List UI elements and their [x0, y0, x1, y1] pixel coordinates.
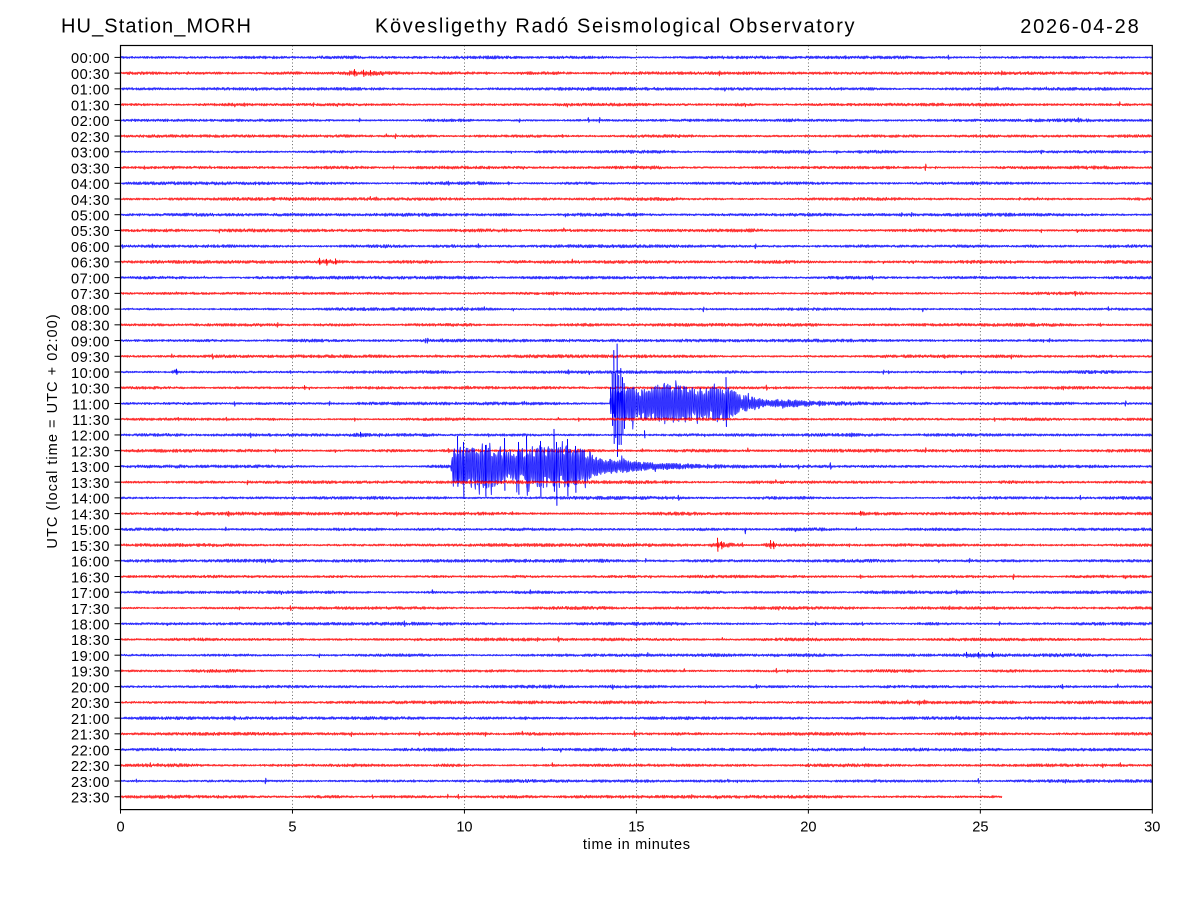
svg-text:22:00: 22:00: [71, 743, 110, 759]
svg-text:05:00: 05:00: [71, 209, 110, 225]
svg-text:2026-04-28: 2026-04-28: [1020, 16, 1140, 38]
svg-text:12:30: 12:30: [71, 444, 110, 460]
svg-text:05:30: 05:30: [71, 224, 110, 240]
svg-text:04:00: 04:00: [71, 177, 110, 193]
svg-text:UTC (local time = UTC + 02:00): UTC (local time = UTC + 02:00): [45, 313, 61, 548]
svg-text:20: 20: [800, 820, 816, 836]
svg-text:07:30: 07:30: [71, 287, 110, 303]
svg-text:30: 30: [1144, 820, 1160, 836]
svg-text:04:30: 04:30: [71, 193, 110, 209]
svg-text:20:00: 20:00: [71, 680, 110, 696]
svg-text:16:30: 16:30: [71, 570, 110, 586]
svg-text:07:00: 07:00: [71, 271, 110, 287]
svg-text:5: 5: [288, 820, 296, 836]
svg-text:23:00: 23:00: [71, 775, 110, 791]
svg-text:23:30: 23:30: [71, 791, 110, 807]
svg-text:10:30: 10:30: [71, 382, 110, 398]
svg-text:18:00: 18:00: [71, 618, 110, 634]
svg-text:14:30: 14:30: [71, 507, 110, 523]
svg-text:13:00: 13:00: [71, 460, 110, 476]
svg-text:11:30: 11:30: [72, 413, 110, 429]
svg-text:15:30: 15:30: [71, 539, 110, 555]
svg-text:01:30: 01:30: [71, 98, 110, 114]
svg-text:10: 10: [456, 820, 472, 836]
svg-text:06:00: 06:00: [71, 240, 110, 256]
svg-text:14:00: 14:00: [71, 492, 110, 508]
svg-text:03:30: 03:30: [71, 161, 110, 177]
svg-text:09:30: 09:30: [71, 350, 110, 366]
svg-text:21:00: 21:00: [71, 712, 110, 728]
svg-text:09:00: 09:00: [71, 334, 110, 350]
svg-text:08:30: 08:30: [71, 319, 110, 335]
svg-text:13:30: 13:30: [71, 476, 110, 492]
svg-text:20:30: 20:30: [71, 696, 110, 712]
svg-text:02:00: 02:00: [71, 114, 110, 130]
svg-text:02:30: 02:30: [71, 130, 110, 146]
svg-text:18:30: 18:30: [71, 633, 110, 649]
svg-text:17:30: 17:30: [71, 602, 110, 618]
svg-text:HU_Station_MORH: HU_Station_MORH: [61, 16, 252, 38]
svg-text:06:30: 06:30: [71, 256, 110, 272]
svg-text:time in minutes: time in minutes: [583, 837, 691, 853]
svg-text:19:00: 19:00: [71, 649, 110, 665]
svg-text:01:00: 01:00: [71, 83, 110, 99]
svg-text:15:00: 15:00: [71, 523, 110, 539]
svg-text:Kövesligethy Radó Seismologica: Kövesligethy Radó Seismological Observat…: [375, 16, 856, 38]
svg-text:17:00: 17:00: [71, 586, 110, 602]
svg-text:22:30: 22:30: [71, 759, 110, 775]
svg-text:0: 0: [116, 820, 124, 836]
svg-text:19:30: 19:30: [71, 665, 110, 681]
svg-text:12:00: 12:00: [71, 429, 110, 445]
svg-text:15: 15: [628, 820, 644, 836]
svg-text:10:00: 10:00: [71, 366, 110, 382]
svg-text:16:00: 16:00: [71, 555, 110, 571]
svg-text:00:30: 00:30: [71, 67, 110, 83]
svg-text:25: 25: [972, 820, 988, 836]
svg-text:11:00: 11:00: [72, 397, 110, 413]
svg-text:03:00: 03:00: [71, 146, 110, 162]
svg-text:00:00: 00:00: [71, 51, 110, 67]
svg-text:08:00: 08:00: [71, 303, 110, 319]
svg-text:21:30: 21:30: [71, 728, 110, 744]
